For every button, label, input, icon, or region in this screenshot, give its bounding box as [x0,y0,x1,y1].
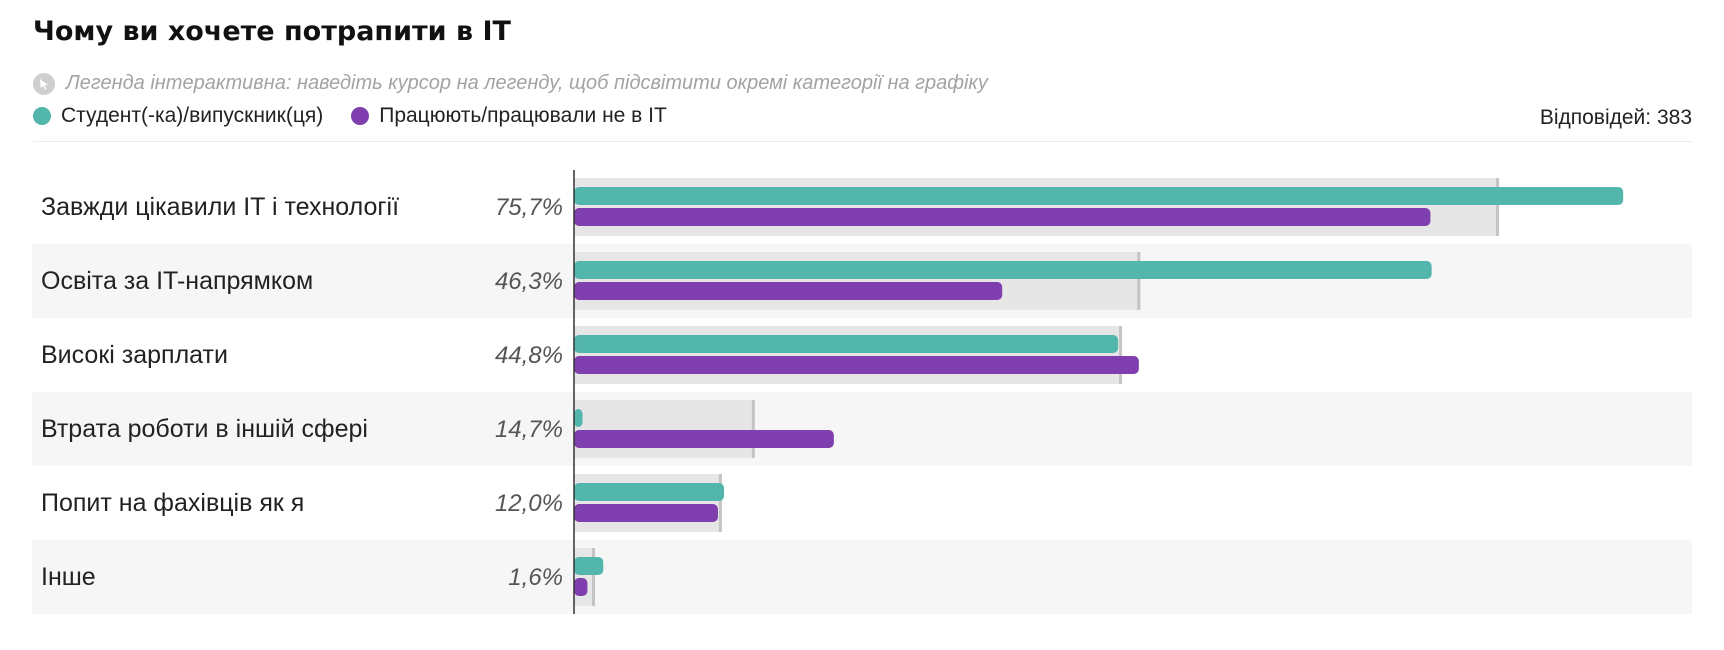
legend-hint: Легенда інтерактивна: наведіть курсор на… [33,72,988,95]
category-label: Освіта за IT-напрямком [41,267,313,295]
total-marker [718,474,722,532]
total-bar [574,400,754,458]
bar-others [574,282,1003,300]
total-bar [574,178,1498,236]
total-marker [1137,252,1141,310]
bar-students [574,557,604,575]
bar-students [574,335,1119,353]
category-label: Інше [41,563,96,591]
row-background [32,540,1692,614]
bar-others [574,504,718,522]
legend-label-students: Студент(-ка)/випускник(ця) [61,104,324,127]
cursor-icon [33,72,55,95]
legend: Студент(-ка)/випускник(ця) Працюють/прац… [33,104,695,128]
responses-count: Відповідей: 383 [1539,106,1692,129]
total-bar [574,252,1139,310]
header-divider [33,141,1692,142]
total-bar [574,326,1121,384]
total-value-label: 12,0% [495,490,563,517]
legend-label-others: Працюють/працювали не в IT [379,104,667,127]
total-value-label: 46,3% [495,268,563,295]
total-bar [574,474,721,532]
total-marker [592,548,596,606]
legend-item-others[interactable]: Працюють/працювали не в IT [351,104,667,128]
category-label: Завжди цікавили IT і технології [41,193,399,221]
total-marker [1119,326,1123,384]
total-value-label: 1,6% [508,564,563,591]
bar-others [574,430,834,448]
bar-others [574,578,588,596]
legend-dot-icon [33,107,51,125]
chart-title: Чому ви хочете потрапити в IT [33,16,511,47]
bar-students [574,483,725,501]
legend-hint-text: Легенда інтерактивна: наведіть курсор на… [66,72,988,94]
legend-dot-icon [351,107,370,125]
bar-others [574,356,1139,374]
bar-students [574,261,1432,279]
total-value-label: 14,7% [495,416,563,443]
row-background [32,392,1692,466]
total-value-label: 44,8% [495,342,563,369]
total-bar [574,548,594,606]
total-marker [751,400,755,458]
bar-students [574,187,1624,205]
bar-others [574,208,1431,226]
category-label: Попит на фахівців як я [41,489,304,517]
bar-students [574,409,583,427]
category-label: Високі зарплати [41,341,228,369]
total-value-label: 75,7% [495,194,563,221]
legend-item-students[interactable]: Студент(-ка)/випускник(ця) [33,104,323,128]
total-marker [1496,178,1500,236]
category-label: Втрата роботи в іншій сфері [41,415,368,443]
